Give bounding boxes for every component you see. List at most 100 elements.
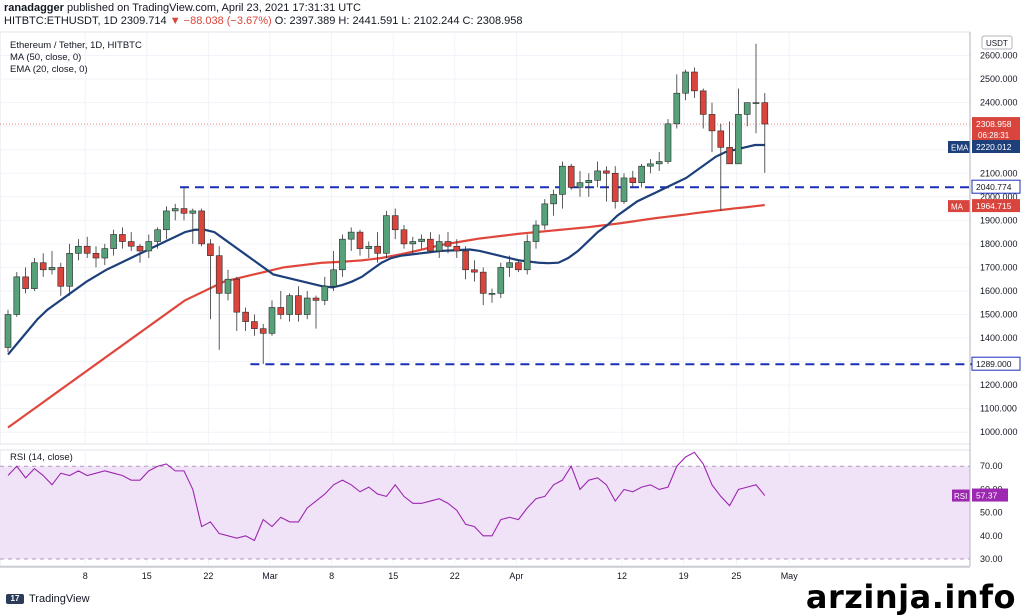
candle [295, 286, 302, 322]
price-axis-label: 1700.000 [980, 262, 1018, 272]
candle [717, 123, 725, 211]
candle [312, 295, 320, 329]
rsi-band [0, 466, 970, 560]
x-axis-label: 22 [203, 571, 213, 581]
candle-body [752, 102, 760, 104]
candle [127, 232, 135, 251]
candle [286, 293, 293, 322]
candle [735, 88, 742, 165]
candle-body [57, 267, 65, 287]
candle-body [444, 241, 452, 247]
rsi-tag-value: 57.37 [976, 491, 998, 501]
rsi-axis-label: 50.00 [980, 508, 1003, 518]
candle [691, 67, 698, 98]
candle-body [277, 307, 285, 315]
candle [655, 152, 663, 171]
candle-body [224, 278, 232, 294]
candle-body [330, 269, 337, 287]
candles [4, 43, 769, 364]
candle [515, 260, 522, 273]
tradingview-icon: 17 [6, 594, 24, 604]
x-axis-label: 12 [617, 571, 627, 581]
candle-body [259, 328, 267, 334]
candle-body [717, 130, 725, 148]
candle-body [479, 271, 487, 294]
candle-body [215, 255, 223, 294]
x-axis-label: 15 [142, 571, 152, 581]
candle [418, 234, 425, 249]
candle-body [119, 234, 126, 242]
candle [22, 267, 29, 294]
ema-tag-box [972, 140, 1020, 154]
price-axis-label: 2600.000 [980, 51, 1018, 61]
candle-body [647, 163, 654, 167]
candle [620, 173, 628, 204]
candle [682, 69, 689, 101]
candle [92, 246, 100, 268]
candle [215, 246, 223, 350]
candle [435, 234, 443, 259]
ema-tag-value: 2220.012 [976, 142, 1012, 152]
level-tag-value: 1289.000 [976, 359, 1012, 369]
candle-body [523, 241, 531, 271]
rsi-tag-prefix: RSI [954, 492, 967, 501]
candle-body [594, 170, 601, 181]
candle [321, 276, 329, 306]
x-axis-label: 8 [83, 571, 88, 581]
tradingview-logo[interactable]: 17 TradingView [6, 593, 90, 605]
candle [101, 243, 109, 266]
price-axis-label: 1500.000 [980, 310, 1018, 320]
candle-body [761, 102, 769, 125]
ma-tag-value: 1964.715 [976, 201, 1012, 211]
candle-body [92, 253, 100, 259]
candle [303, 290, 311, 320]
symbol-text: HITBTC:ETHUSDT, 1D [4, 15, 118, 27]
candle [743, 102, 751, 127]
candle [365, 241, 373, 259]
candle [83, 236, 91, 259]
candle-body [180, 208, 188, 214]
rsi-line [7, 451, 766, 542]
candle-body [127, 241, 135, 247]
candle-body [541, 203, 549, 226]
candle-body [743, 102, 751, 115]
candle [400, 225, 408, 249]
legend-ema: EMA (20, close, 0) [10, 64, 88, 75]
candle-body [691, 71, 698, 92]
candle-body [585, 180, 593, 183]
candle [154, 227, 161, 249]
candle-body [251, 321, 258, 329]
candle [629, 170, 637, 188]
candle-body [39, 262, 47, 271]
price-axis-label: 1200.000 [980, 380, 1018, 390]
candle [251, 314, 258, 336]
price-axis-label: 2500.000 [980, 74, 1018, 84]
candle [39, 253, 47, 277]
ma-tag-prefix-box [948, 200, 970, 213]
candle-body [488, 293, 496, 295]
publisher-name[interactable]: ranadagger [4, 2, 64, 14]
candle-body [462, 250, 469, 271]
candle-body [13, 276, 21, 315]
site-watermark: arzinja.info [805, 578, 1016, 616]
currency-label: USDT [986, 39, 1008, 48]
ema20-line [7, 143, 765, 356]
candle-body [471, 269, 478, 273]
candle-body [409, 241, 417, 245]
price-axis-label: 1400.000 [980, 333, 1018, 343]
candle [75, 239, 82, 261]
candle-body [233, 278, 241, 313]
ma-tag-prefix: MA [951, 203, 964, 212]
candle [119, 227, 126, 249]
candle [453, 239, 461, 259]
candle-body [347, 231, 355, 240]
candle [585, 173, 593, 197]
ohlc-values: O: 2397.389 H: 2441.591 L: 2102.244 C: 2… [274, 15, 523, 27]
candle-body [603, 170, 610, 174]
last-price-tag-value: 2308.958 [976, 119, 1012, 129]
candle-body [189, 210, 197, 214]
price-axis-label: 1100.000 [980, 404, 1017, 414]
chart-title: Ethereum / Tether, 1D, HITBTC [10, 40, 142, 51]
candle-body [418, 238, 425, 242]
